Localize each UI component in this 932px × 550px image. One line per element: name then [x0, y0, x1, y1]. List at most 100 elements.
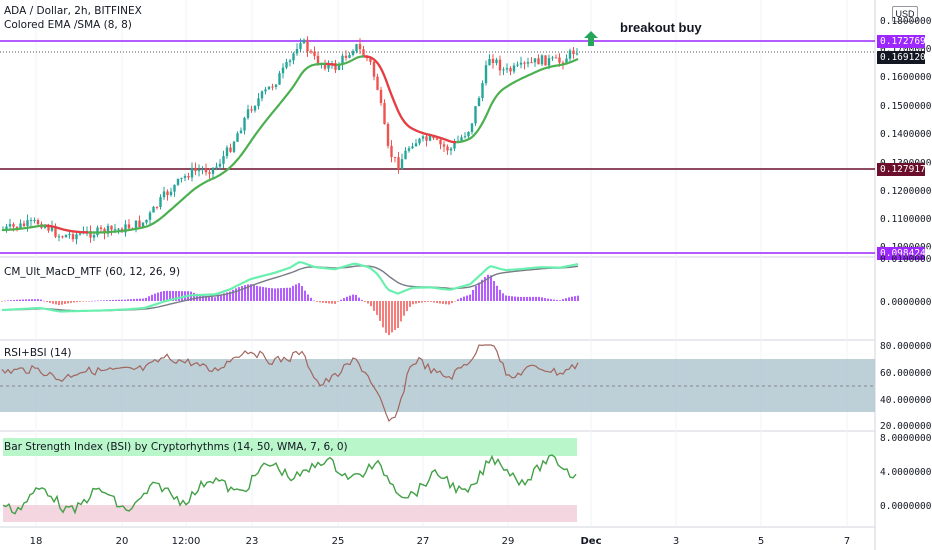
candle-body	[400, 159, 404, 170]
macd-histogram-bar	[331, 301, 333, 304]
horizontal-levels[interactable]	[0, 40, 875, 254]
macd-histogram-bar	[547, 298, 549, 301]
macd-histogram-bar	[34, 299, 36, 301]
macd-histogram-bar	[367, 301, 369, 304]
candle-body	[246, 109, 250, 118]
macd-histogram-bar	[406, 301, 408, 311]
candle-body	[481, 83, 484, 98]
candle-body	[180, 177, 183, 179]
macd-histogram-bar	[148, 296, 150, 301]
macd-histogram-bar	[31, 299, 33, 301]
ema-down-segment	[375, 60, 379, 65]
macd-histogram-bar	[523, 296, 525, 301]
macd-histogram-bar	[502, 293, 504, 301]
candle-body	[110, 225, 113, 230]
candle-body	[215, 166, 218, 168]
macd-histogram-bar	[436, 301, 438, 304]
macd-histogram-bar	[37, 299, 39, 301]
candle-body	[327, 63, 330, 69]
macd-histogram-bar	[220, 294, 222, 301]
candle-body	[124, 224, 127, 233]
candle-body	[341, 55, 344, 65]
macd-histogram-bar	[253, 285, 255, 301]
macd-histogram-bar	[463, 296, 465, 301]
candle-body	[295, 49, 299, 54]
macd-pane[interactable]	[1, 261, 579, 336]
macd-histogram-bar	[427, 301, 429, 302]
resistance-price-tag: 0.17276984	[877, 35, 932, 48]
macd-histogram-bar	[544, 298, 546, 301]
candle-body	[197, 170, 201, 172]
candle-body	[50, 226, 54, 231]
candle-body	[376, 76, 379, 90]
candle-body	[54, 226, 57, 237]
ema-down-segment	[449, 140, 453, 143]
macd-histogram-bar	[202, 295, 204, 301]
breakout-annotation: breakout buy	[620, 20, 702, 35]
macd-histogram-bar	[118, 299, 120, 301]
macd-histogram-bar	[496, 285, 498, 301]
macd-histogram-bar	[178, 291, 180, 301]
macd-histogram-bar	[346, 296, 348, 301]
macd-histogram-bar	[538, 296, 540, 301]
macd-histogram-bar	[58, 301, 60, 306]
candle-body	[512, 65, 516, 72]
candle-body	[407, 148, 411, 151]
candle-body	[267, 86, 271, 90]
bsi-pane[interactable]	[2, 438, 577, 522]
macd-histogram-bar	[106, 300, 108, 301]
macd-histogram-bar	[307, 294, 309, 301]
candle-body	[176, 178, 180, 185]
candle-body	[204, 169, 208, 173]
candle-body	[540, 55, 544, 65]
rsi-band	[0, 359, 875, 412]
macd-histogram-bar	[262, 287, 264, 301]
candle-body	[397, 157, 400, 170]
macd-histogram-bar	[226, 292, 228, 301]
candle-body	[257, 98, 260, 107]
candle-body	[75, 234, 78, 240]
ema-down-segment	[411, 127, 415, 131]
candle-body	[225, 147, 229, 157]
last-price-tag: 0.16912000	[877, 51, 932, 64]
macd-histogram-bar	[382, 301, 384, 328]
macd-histogram-bar	[88, 301, 90, 302]
ema-down-segment	[386, 85, 392, 92]
ema-down-segment	[413, 128, 417, 132]
macd-histogram-bar	[514, 296, 516, 301]
macd-histogram-bar	[244, 285, 246, 301]
macd-histogram-bar	[391, 301, 393, 333]
macd-histogram-bar	[424, 301, 426, 303]
candle-body	[29, 220, 33, 222]
currency-badge[interactable]: USD	[892, 6, 918, 22]
macd-histogram-bar	[340, 299, 342, 301]
candle-body	[442, 144, 446, 147]
macd-histogram-bar	[52, 301, 54, 304]
macd-histogram-bar	[361, 299, 363, 301]
candle-body	[516, 64, 519, 66]
ema-down-segment	[394, 105, 400, 112]
macd-histogram-bar	[94, 300, 96, 302]
candle-body	[99, 227, 103, 229]
bsi-low-zone	[3, 505, 577, 522]
candle-body	[292, 53, 295, 61]
time-tick: 25	[331, 536, 345, 547]
macd-histogram-bar	[265, 287, 267, 301]
candle-body	[155, 206, 159, 208]
macd-histogram-bar	[97, 300, 99, 302]
ema-down-segment	[377, 63, 381, 68]
macd-tick: 0.01000000	[880, 254, 932, 265]
macd-histogram-bar	[268, 287, 270, 301]
candle-body	[64, 234, 68, 238]
candle-body	[145, 219, 148, 223]
price-tick: 0.11000000	[880, 214, 932, 225]
macd-histogram-bar	[319, 301, 321, 303]
macd-histogram-bar	[337, 301, 339, 302]
candle-body	[491, 58, 495, 64]
candlesticks[interactable]	[1, 36, 579, 245]
rsi-pane[interactable]	[0, 344, 875, 423]
macd-histogram-bar	[49, 301, 51, 303]
macd-histogram-bar	[115, 299, 117, 301]
macd-histogram-bar	[235, 288, 237, 301]
